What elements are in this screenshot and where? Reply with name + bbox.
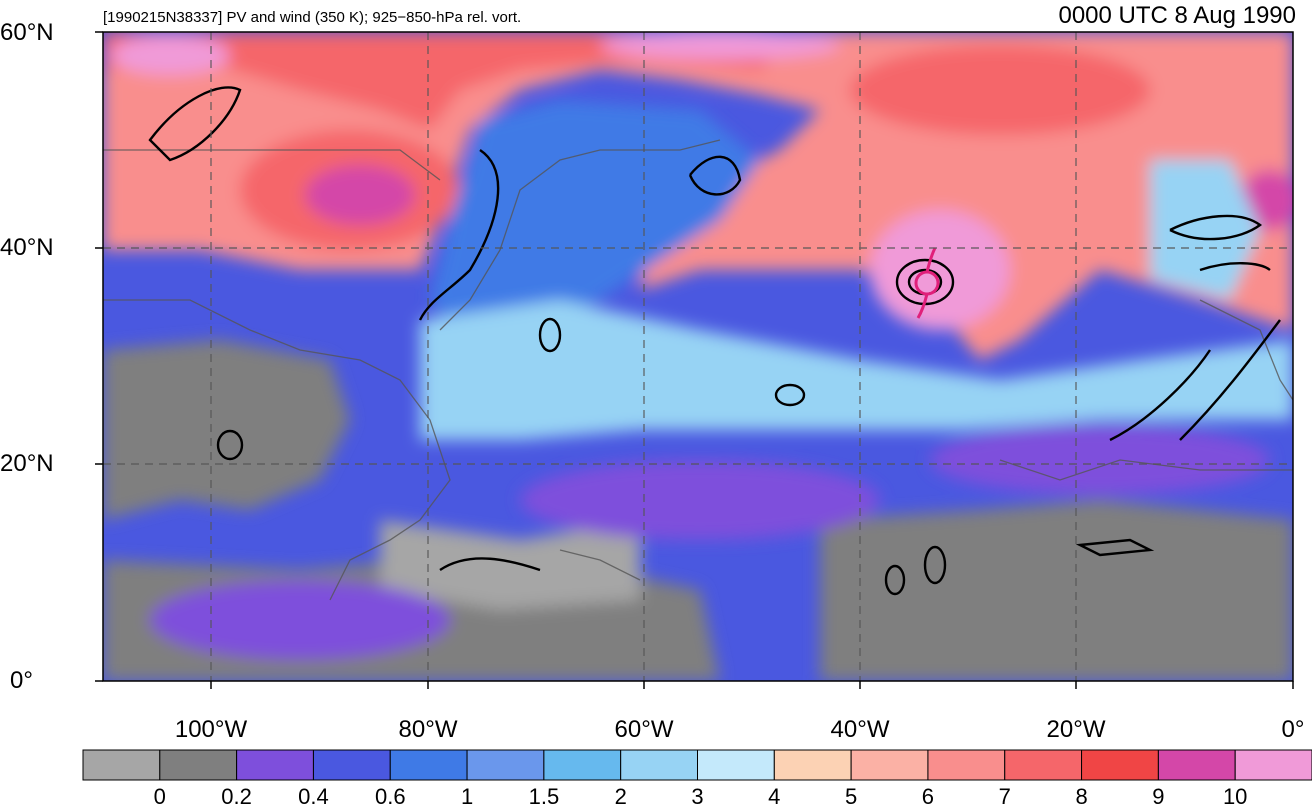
lat-label-0: 0° <box>10 667 33 694</box>
colorbar-label: 6 <box>921 784 935 809</box>
colorbar-label: 4 <box>768 784 781 809</box>
colorbar-label: 0.6 <box>375 784 406 809</box>
map-frame <box>95 31 1294 689</box>
lon-label-60w: 60°W <box>614 716 674 743</box>
colorbar-box <box>159 749 238 781</box>
colorbar-label: 7 <box>998 784 1011 809</box>
lat-label-40n: 40°N <box>0 234 54 261</box>
timestamp: 0000 UTC 8 Aug 1990 <box>1058 2 1296 29</box>
colorbar <box>82 749 1312 781</box>
colorbar-box <box>773 749 852 781</box>
colorbar-label: 1.5 <box>528 784 560 809</box>
colorbar-label: 0.2 <box>221 784 252 809</box>
colorbar-box <box>850 749 929 781</box>
colorbar-box <box>466 749 545 781</box>
lon-label-100w: 100°W <box>174 716 248 743</box>
colorbar-label: 8 <box>1075 784 1088 809</box>
colorbar-label: 5 <box>844 784 858 809</box>
colorbar-label: 0 <box>153 784 166 809</box>
colorbar-label: 9 <box>1152 784 1165 809</box>
colorbar-box <box>1081 749 1159 781</box>
colorbar-label: 10 <box>1222 784 1248 809</box>
colorbar-box <box>82 749 161 781</box>
lon-label-20w: 20°W <box>1046 716 1106 743</box>
colorbar-label: 0.4 <box>298 784 329 809</box>
colorbar-box <box>1157 749 1236 781</box>
pv-field <box>103 32 1293 681</box>
colorbar-box <box>620 749 698 781</box>
colorbar-box <box>543 749 622 781</box>
lon-label-80w: 80°W <box>398 716 458 743</box>
lon-label-0: 0° <box>1281 716 1305 743</box>
colorbar-box <box>927 749 1006 781</box>
colorbar-label: 3 <box>691 784 704 809</box>
lon-label-40w: 40°W <box>830 716 890 743</box>
colorbar-box <box>1004 749 1083 781</box>
lat-label-60n: 60°N <box>0 19 54 46</box>
colorbar-box <box>389 749 468 781</box>
colorbar-box <box>697 749 775 781</box>
colorbar-box <box>312 749 391 781</box>
tropical-cyclone-icon <box>914 247 940 319</box>
colorbar-box <box>236 749 314 781</box>
colorbar-label: 1 <box>460 784 474 809</box>
figure-title: [1990215N38337] PV and wind (350 K); 925… <box>103 9 522 26</box>
lat-label-20n: 20°N <box>0 450 54 477</box>
colorbar-box <box>1234 749 1312 781</box>
colorbar-label: 2 <box>614 784 627 809</box>
